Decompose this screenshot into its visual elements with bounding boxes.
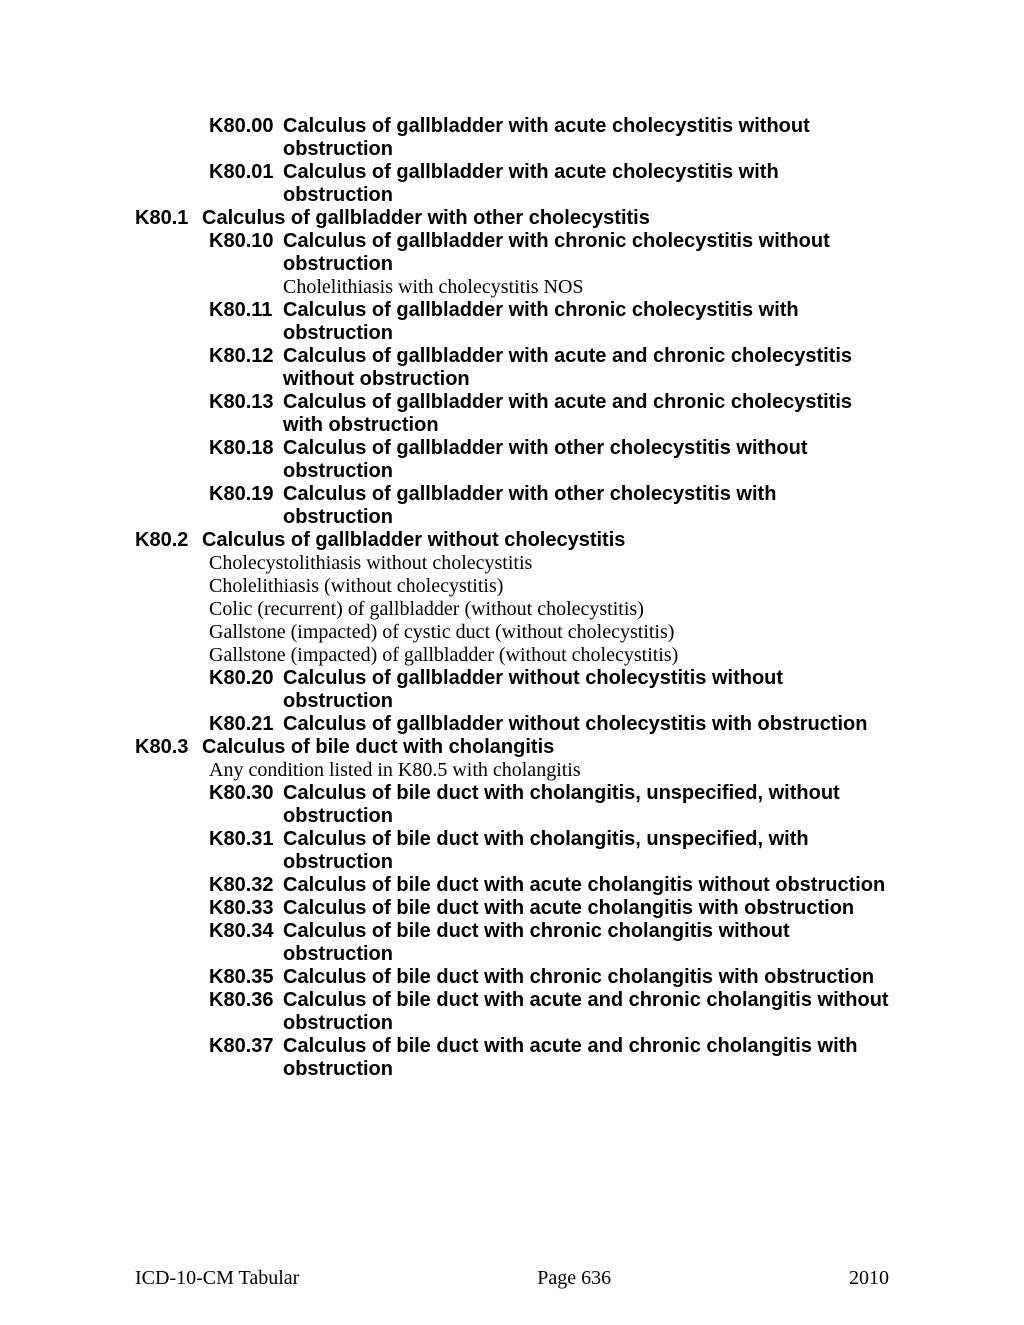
subcode-description: Calculus of bile duct with acute cholang… — [283, 874, 885, 896]
subcode-code: K80.36 — [209, 989, 283, 1012]
inclusion-note: Cholelithiasis with cholecystitis NOS — [135, 276, 889, 299]
code-listing: K80.00Calculus of gallbladder with acute… — [135, 115, 889, 1081]
category-description: Calculus of bile duct with cholangitis — [202, 736, 554, 758]
subcode-entry: K80.10Calculus of gallbladder with chron… — [135, 230, 889, 276]
category-description: Calculus of gallbladder without cholecys… — [202, 529, 625, 551]
subcode-code: K80.33 — [209, 897, 283, 920]
category-entry: K80.2Calculus of gallbladder without cho… — [135, 529, 889, 552]
subcode-code: K80.30 — [209, 782, 283, 805]
subcode-entry: K80.32Calculus of bile duct with acute c… — [135, 874, 889, 897]
category-description: Calculus of gallbladder with other chole… — [202, 207, 650, 229]
subcode-code: K80.00 — [209, 115, 283, 138]
subcode-code: K80.34 — [209, 920, 283, 943]
inclusion-note: Any condition listed in K80.5 with chola… — [135, 759, 889, 782]
subcode-description: Calculus of bile duct with acute and chr… — [283, 989, 889, 1034]
subcode-description: Calculus of gallbladder with acute and c… — [283, 345, 852, 390]
subcode-code: K80.01 — [209, 161, 283, 184]
subcode-description: Calculus of gallbladder without cholecys… — [283, 713, 868, 735]
subcode-entry: K80.30Calculus of bile duct with cholang… — [135, 782, 889, 828]
subcode-description: Calculus of gallbladder with other chole… — [283, 483, 776, 528]
subcode-description: Calculus of gallbladder with acute chole… — [283, 115, 810, 160]
category-code: K80.1 — [135, 207, 202, 230]
subcode-entry: K80.37Calculus of bile duct with acute a… — [135, 1035, 889, 1081]
subcode-entry: K80.21Calculus of gallbladder without ch… — [135, 713, 889, 736]
subcode-entry: K80.00Calculus of gallbladder with acute… — [135, 115, 889, 161]
subcode-code: K80.18 — [209, 437, 283, 460]
footer-left: ICD-10-CM Tabular — [135, 1267, 299, 1290]
inclusion-note: Gallstone (impacted) of gallbladder (wit… — [135, 644, 889, 667]
subcode-description: Calculus of bile duct with chronic chola… — [283, 966, 874, 988]
category-code: K80.3 — [135, 736, 202, 759]
subcode-entry: K80.01Calculus of gallbladder with acute… — [135, 161, 889, 207]
subcode-code: K80.37 — [209, 1035, 283, 1058]
subcode-entry: K80.12Calculus of gallbladder with acute… — [135, 345, 889, 391]
subcode-entry: K80.20Calculus of gallbladder without ch… — [135, 667, 889, 713]
subcode-description: Calculus of bile duct with acute and chr… — [283, 1035, 858, 1080]
subcode-description: Calculus of gallbladder with acute and c… — [283, 391, 852, 436]
inclusion-note: Cholelithiasis (without cholecystitis) — [135, 575, 889, 598]
footer-right: 2010 — [849, 1267, 889, 1290]
subcode-code: K80.32 — [209, 874, 283, 897]
category-code: K80.2 — [135, 529, 202, 552]
category-entry: K80.1Calculus of gallbladder with other … — [135, 207, 889, 230]
subcode-description: Calculus of gallbladder with chronic cho… — [283, 230, 830, 275]
subcode-code: K80.11 — [209, 299, 283, 322]
subcode-code: K80.19 — [209, 483, 283, 506]
subcode-code: K80.10 — [209, 230, 283, 253]
page-footer: ICD-10-CM Tabular Page 636 2010 — [135, 1267, 889, 1290]
subcode-code: K80.31 — [209, 828, 283, 851]
subcode-code: K80.20 — [209, 667, 283, 690]
subcode-entry: K80.33Calculus of bile duct with acute c… — [135, 897, 889, 920]
subcode-description: Calculus of gallbladder with acute chole… — [283, 161, 779, 206]
subcode-code: K80.13 — [209, 391, 283, 414]
subcode-entry: K80.18Calculus of gallbladder with other… — [135, 437, 889, 483]
category-entry: K80.3Calculus of bile duct with cholangi… — [135, 736, 889, 759]
subcode-entry: K80.19Calculus of gallbladder with other… — [135, 483, 889, 529]
subcode-description: Calculus of bile duct with chronic chola… — [283, 920, 790, 965]
subcode-entry: K80.13Calculus of gallbladder with acute… — [135, 391, 889, 437]
subcode-code: K80.21 — [209, 713, 283, 736]
subcode-entry: K80.36Calculus of bile duct with acute a… — [135, 989, 889, 1035]
inclusion-note: Gallstone (impacted) of cystic duct (wit… — [135, 621, 889, 644]
subcode-entry: K80.34Calculus of bile duct with chronic… — [135, 920, 889, 966]
inclusion-note: Colic (recurrent) of gallbladder (withou… — [135, 598, 889, 621]
subcode-description: Calculus of bile duct with cholangitis, … — [283, 828, 809, 873]
inclusion-note: Cholecystolithiasis without cholecystiti… — [135, 552, 889, 575]
subcode-description: Calculus of gallbladder without cholecys… — [283, 667, 783, 712]
subcode-code: K80.35 — [209, 966, 283, 989]
subcode-description: Calculus of gallbladder with other chole… — [283, 437, 808, 482]
subcode-entry: K80.31Calculus of bile duct with cholang… — [135, 828, 889, 874]
document-page: K80.00Calculus of gallbladder with acute… — [0, 0, 1024, 1325]
subcode-code: K80.12 — [209, 345, 283, 368]
subcode-description: Calculus of bile duct with acute cholang… — [283, 897, 854, 919]
footer-center: Page 636 — [537, 1267, 611, 1290]
subcode-entry: K80.11Calculus of gallbladder with chron… — [135, 299, 889, 345]
subcode-description: Calculus of gallbladder with chronic cho… — [283, 299, 799, 344]
subcode-entry: K80.35Calculus of bile duct with chronic… — [135, 966, 889, 989]
subcode-description: Calculus of bile duct with cholangitis, … — [283, 782, 840, 827]
